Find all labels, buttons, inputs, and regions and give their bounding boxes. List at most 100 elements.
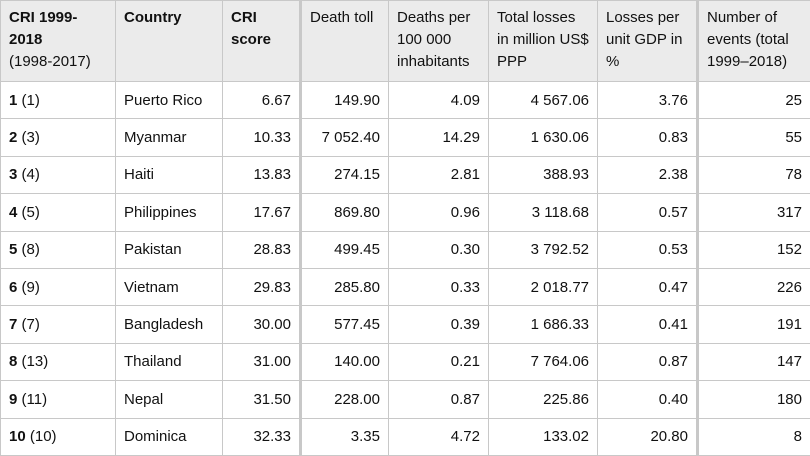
header-sublabel: Total losses in million US$ PPP — [497, 9, 589, 70]
previous-rank: (1) — [21, 91, 40, 109]
deaths-cell: 3.35 — [300, 417, 389, 456]
country-cell: Myanmar — [115, 118, 223, 157]
table-row: 6 (9) Vietnam 29.83 285.80 0.33 2 018.77 0.47 2… — [0, 267, 810, 307]
previous-rank: (11) — [21, 390, 48, 408]
header-label: Country — [124, 9, 182, 26]
score-cell: 31.00 — [222, 342, 302, 382]
rank: 9 — [9, 390, 18, 408]
score-cell: 30.00 — [222, 305, 302, 344]
events-cell: 226 — [697, 267, 810, 307]
rank: 3 — [9, 166, 18, 184]
country-cell: Vietnam — [115, 267, 223, 307]
per100k-cell: 2.81 — [388, 155, 489, 195]
table-row: 4 (5) Philippines 17.67 869.80 0.96 3 118.68 0… — [0, 193, 810, 232]
per100k-cell: 14.29 — [388, 118, 489, 157]
header-label: CRI 1999-2018 — [9, 9, 78, 48]
country-cell: Thailand — [115, 342, 223, 382]
losses-cell: 4 567.06 — [488, 80, 598, 120]
rank: 4 — [9, 203, 18, 221]
country-cell: Puerto Rico — [115, 80, 223, 120]
previous-rank: (9) — [21, 278, 40, 296]
events-cell: 191 — [697, 305, 810, 344]
per100k-cell: 0.39 — [388, 305, 489, 344]
previous-rank: (3) — [21, 129, 40, 147]
header-total-losses: Total losses in million US$ PPP — [488, 0, 598, 82]
rank-cell: 6 (9) — [0, 267, 116, 307]
gdp-cell: 0.57 — [597, 193, 699, 232]
events-cell: 147 — [697, 342, 810, 382]
rank-cell: 1 (1) — [0, 80, 116, 120]
rank: 1 — [9, 91, 18, 109]
rank: 6 — [9, 278, 18, 296]
deaths-cell: 228.00 — [300, 380, 389, 419]
country-cell: Haiti — [115, 155, 223, 195]
score-cell: 29.83 — [222, 267, 302, 307]
score-cell: 13.83 — [222, 155, 302, 195]
country-cell: Philippines — [115, 193, 223, 232]
rank: 8 — [9, 353, 18, 371]
table-row: 8 (13) Thailand 31.00 140.00 0.21 7 764.06 0.8… — [0, 342, 810, 382]
gdp-cell: 20.80 — [597, 417, 699, 456]
per100k-cell: 4.09 — [388, 80, 489, 120]
gdp-cell: 0.83 — [597, 118, 699, 157]
score-cell: 10.33 — [222, 118, 302, 157]
table-row: 9 (11) Nepal 31.50 228.00 0.87 225.86 0.40 180 — [0, 380, 810, 419]
table-row: 2 (3) Myanmar 10.33 7 052.40 14.29 1 630.06 0.… — [0, 118, 810, 157]
rank-cell: 7 (7) — [0, 305, 116, 344]
score-cell: 17.67 — [222, 193, 302, 232]
header-sublabel: Number of events (total 1999–2018) — [707, 9, 789, 70]
deaths-cell: 577.45 — [300, 305, 389, 344]
events-cell: 317 — [697, 193, 810, 232]
per100k-cell: 0.96 — [388, 193, 489, 232]
country-cell: Dominica — [115, 417, 223, 456]
events-cell: 55 — [697, 118, 810, 157]
table-row: 5 (8) Pakistan 28.83 499.45 0.30 3 792.52 0.53… — [0, 230, 810, 269]
deaths-cell: 274.15 — [300, 155, 389, 195]
previous-rank: (7) — [21, 316, 40, 334]
rank: 10 — [9, 428, 26, 446]
previous-rank: (10) — [29, 428, 57, 446]
header-rank: CRI 1999-2018 (1998-2017) — [0, 0, 116, 82]
score-cell: 28.83 — [222, 230, 302, 269]
deaths-cell: 869.80 — [300, 193, 389, 232]
deaths-cell: 285.80 — [300, 267, 389, 307]
deaths-cell: 149.90 — [300, 80, 389, 120]
losses-cell: 225.86 — [488, 380, 598, 419]
events-cell: 180 — [697, 380, 810, 419]
gdp-cell: 3.76 — [597, 80, 699, 120]
header-events: Number of events (total 1999–2018) — [697, 0, 810, 82]
rank-cell: 2 (3) — [0, 118, 116, 157]
losses-cell: 133.02 — [488, 417, 598, 456]
losses-cell: 388.93 — [488, 155, 598, 195]
previous-rank: (5) — [21, 203, 40, 221]
table-row: 3 (4) Haiti 13.83 274.15 2.81 388.93 2.38 78 — [0, 155, 810, 195]
per100k-cell: 4.72 — [388, 417, 489, 456]
events-cell: 25 — [697, 80, 810, 120]
header-sublabel: Death toll — [310, 9, 374, 26]
rank-cell: 10 (10) — [0, 417, 116, 456]
per100k-cell: 0.87 — [388, 380, 489, 419]
score-cell: 6.67 — [222, 80, 302, 120]
previous-rank: (4) — [21, 166, 40, 184]
losses-cell: 3 792.52 — [488, 230, 598, 269]
table-row: 1 (1) Puerto Rico 6.67 149.90 4.09 4 567.06 3.… — [0, 80, 810, 120]
header-sublabel: Deaths per 100 000 inhabitants — [397, 9, 471, 70]
country-cell: Bangladesh — [115, 305, 223, 344]
per100k-cell: 0.30 — [388, 230, 489, 269]
per100k-cell: 0.21 — [388, 342, 489, 382]
rank-cell: 5 (8) — [0, 230, 116, 269]
gdp-cell: 0.47 — [597, 267, 699, 307]
deaths-cell: 499.45 — [300, 230, 389, 269]
rank: 2 — [9, 129, 18, 147]
rank-cell: 8 (13) — [0, 342, 116, 382]
per100k-cell: 0.33 — [388, 267, 489, 307]
table-row: 7 (7) Bangladesh 30.00 577.45 0.39 1 686.33 0.… — [0, 305, 810, 344]
deaths-cell: 7 052.40 — [300, 118, 389, 157]
gdp-cell: 0.41 — [597, 305, 699, 344]
header-losses-per-gdp: Losses per unit GDP in % — [597, 0, 699, 82]
gdp-cell: 0.87 — [597, 342, 699, 382]
header-country: Country — [115, 0, 223, 82]
deaths-cell: 140.00 — [300, 342, 389, 382]
header-label: CRI score — [231, 9, 272, 48]
